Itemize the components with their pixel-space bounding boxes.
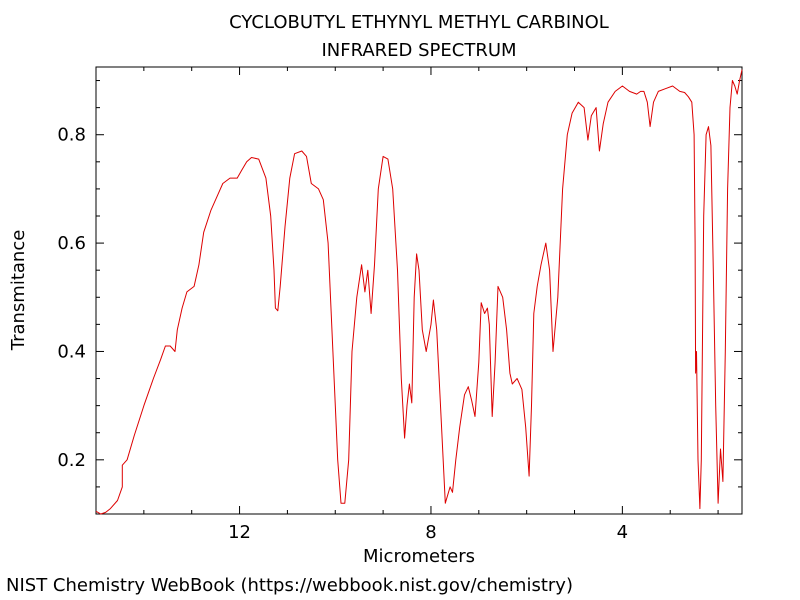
series-layer [95,69,743,515]
y-tick-label: 0.2 [57,450,86,471]
chart-title-line-2: INFRARED SPECTRUM [321,40,516,61]
y-tick-label: 0.8 [57,125,86,146]
x-axis-label: Micrometers [363,546,475,567]
chart-title-line-1: CYCLOBUTYL ETHYNYL METHYL CARBINOL [229,12,609,33]
y-tick-label: 0.6 [57,233,86,254]
y-axis-label: Transmitance [8,230,29,352]
plot-area-frame [95,66,743,515]
y-axis-ticks: 0.2 0.4 0.6 0.8 [57,80,742,515]
x-axis-ticks: 12 8 4 [143,67,719,543]
x-tick-label: 12 [228,522,251,543]
x-tick-label: 4 [617,522,628,543]
spectrum-line [95,69,743,515]
y-tick-label: 0.4 [57,341,86,362]
x-tick-label: 8 [425,522,436,543]
source-footer: NIST Chemistry WebBook (https://webbook.… [6,575,573,596]
